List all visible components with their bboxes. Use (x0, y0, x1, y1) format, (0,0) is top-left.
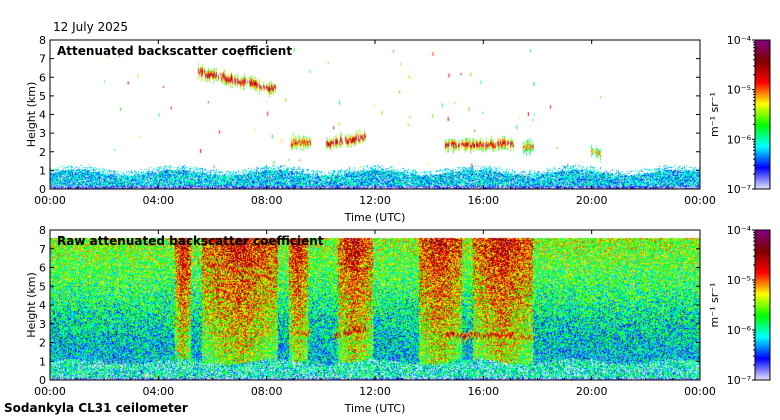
colorbar (754, 229, 771, 381)
y-tick-label: 4 (39, 299, 46, 312)
x-tick-label: 04:00 (142, 194, 174, 207)
x-tick-label: 08:00 (251, 194, 283, 207)
chart-title: Raw attenuated backscatter coefficient (57, 234, 324, 248)
x-tick-label: 08:00 (251, 385, 283, 398)
heatmap-cells (50, 230, 700, 380)
colorbar-unit-label: m⁻¹ sr⁻¹ (708, 92, 721, 137)
y-tick-label: 0 (39, 183, 46, 196)
y-tick-label: 5 (39, 280, 46, 293)
x-tick-label: 00:00 (684, 385, 716, 398)
y-tick-label: 7 (39, 53, 46, 66)
colorbar-tick-label: 10⁻⁷ (727, 183, 751, 196)
y-tick-label: 1 (39, 355, 46, 368)
colorbar-tick-label: 10⁻⁵ (727, 274, 751, 287)
colorbar (754, 39, 771, 190)
x-tick-label: 12:00 (359, 385, 391, 398)
colorbar-tick-label: 10⁻⁶ (727, 324, 752, 337)
y-tick-label: 4 (39, 109, 46, 122)
y-tick-label: 7 (39, 243, 46, 256)
date-label: 12 July 2025 (53, 20, 129, 34)
x-axis-label: Time (UTC) (344, 402, 406, 415)
x-tick-label: 20:00 (576, 194, 608, 207)
x-tick-label: 20:00 (576, 385, 608, 398)
chart-panel-1: 00:00 04:00 08:00 12:00 16:00 20:00 00:0001234… (25, 34, 771, 224)
colorbar-tick-label: 10⁻⁵ (727, 84, 751, 97)
chart-title: Attenuated backscatter coefficient (57, 44, 292, 58)
y-axis-label: Height (km) (25, 272, 38, 338)
x-tick-label: 00:00 (34, 194, 66, 207)
y-tick-label: 0 (39, 374, 46, 387)
x-tick-label: 12:00 (359, 194, 391, 207)
y-tick-label: 2 (39, 337, 46, 350)
x-tick-label: 16:00 (467, 385, 499, 398)
y-tick-label: 8 (39, 224, 46, 237)
colorbar-unit-label: m⁻¹ sr⁻¹ (708, 283, 721, 328)
y-tick-label: 6 (39, 262, 46, 275)
colorbar-tick-label: 10⁻⁷ (727, 374, 751, 387)
y-tick-label: 5 (39, 90, 46, 103)
y-tick-label: 3 (39, 127, 46, 140)
y-tick-label: 2 (39, 146, 46, 159)
y-tick-label: 1 (39, 164, 46, 177)
colorbar-tick-label: 10⁻⁴ (727, 224, 752, 237)
y-tick-label: 8 (39, 34, 46, 47)
heatmap-cells (50, 40, 700, 189)
colorbar-tick-label: 10⁻⁶ (727, 133, 752, 146)
y-tick-label: 6 (39, 71, 46, 84)
y-axis-label: Height (km) (25, 82, 38, 148)
x-axis-label: Time (UTC) (344, 211, 406, 224)
colorbar-tick-label: 10⁻⁴ (727, 34, 752, 47)
chart-panel-2: 00:00 04:00 08:00 12:00 16:00 20:00 00:0001234… (25, 224, 771, 415)
x-tick-label: 00:00 (684, 194, 716, 207)
y-tick-label: 3 (39, 318, 46, 331)
x-tick-label: 16:00 (467, 194, 499, 207)
x-tick-label: 04:00 (142, 385, 174, 398)
footer-label: Sodankyla CL31 ceilometer (4, 401, 188, 415)
x-tick-label: 00:00 (34, 385, 66, 398)
